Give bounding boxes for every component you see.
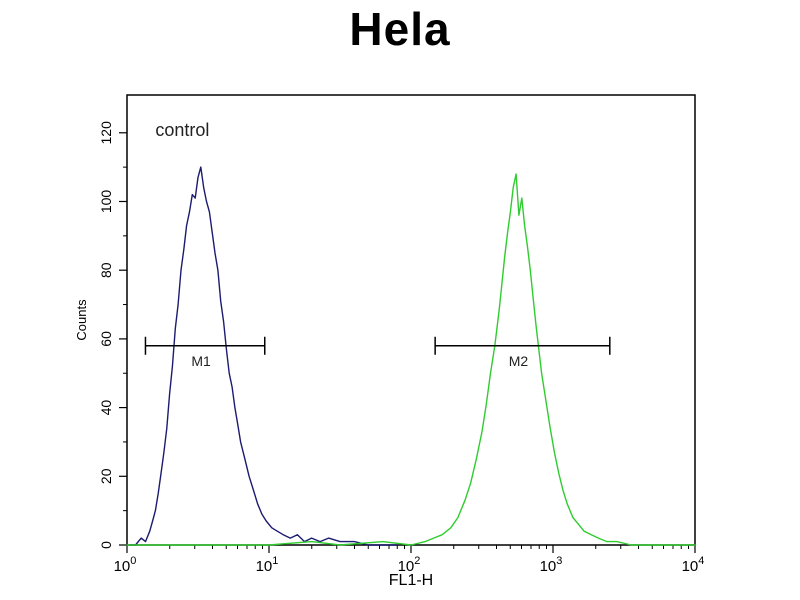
y-tick-label: 60: [98, 331, 114, 347]
y-tick-label: 0: [98, 541, 114, 549]
y-tick-label: 100: [98, 190, 114, 214]
x-tick-label: 103: [540, 555, 563, 575]
marker-M1-label: M1: [191, 353, 211, 369]
chart-title: Hela: [349, 3, 451, 55]
x-axis-label: FL1-H: [389, 572, 433, 589]
series-control-curve: [129, 166, 398, 546]
series-sample-curve: [126, 173, 696, 546]
y-tick-label: 40: [98, 400, 114, 416]
y-tick-label: 120: [98, 121, 114, 145]
x-tick-label: 101: [256, 555, 279, 575]
y-tick-label: 20: [98, 468, 114, 484]
y-tick-label: 80: [98, 262, 114, 278]
annotation-control: control: [155, 120, 209, 140]
x-tick-label: 104: [682, 555, 705, 575]
marker-M2-label: M2: [509, 353, 529, 369]
y-axis-label: Counts: [74, 299, 89, 341]
x-tick-label: 102: [398, 555, 421, 575]
plot-frame: [126, 94, 696, 546]
x-tick-label: 100: [114, 555, 137, 575]
